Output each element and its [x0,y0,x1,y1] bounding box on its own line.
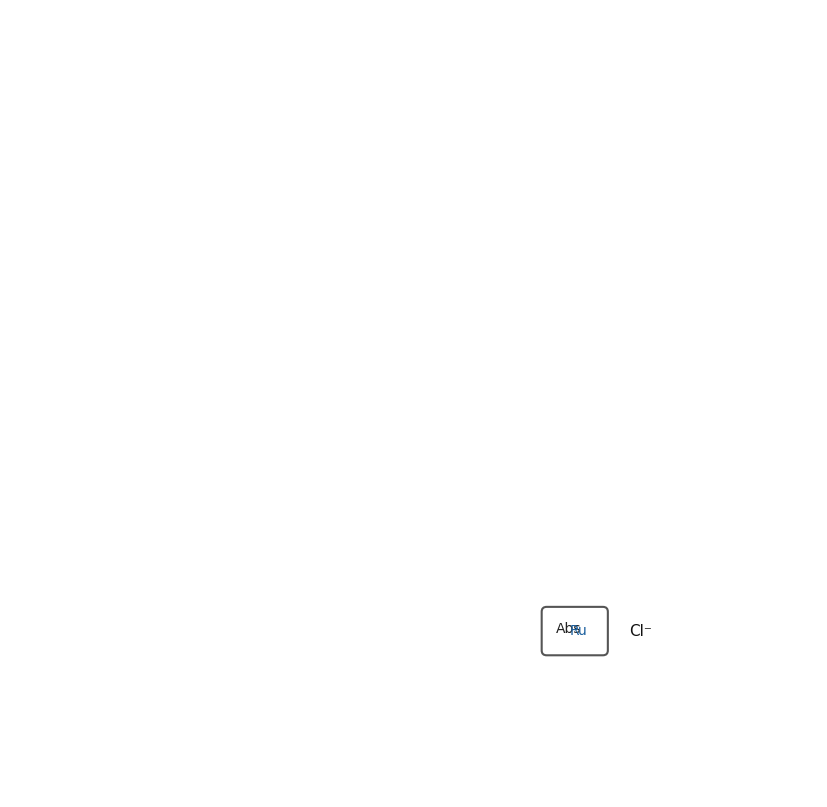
Text: Abs: Abs [556,621,581,636]
Text: Ru: Ru [570,624,588,638]
Text: Cl⁻: Cl⁻ [629,624,653,638]
FancyBboxPatch shape [542,607,608,655]
